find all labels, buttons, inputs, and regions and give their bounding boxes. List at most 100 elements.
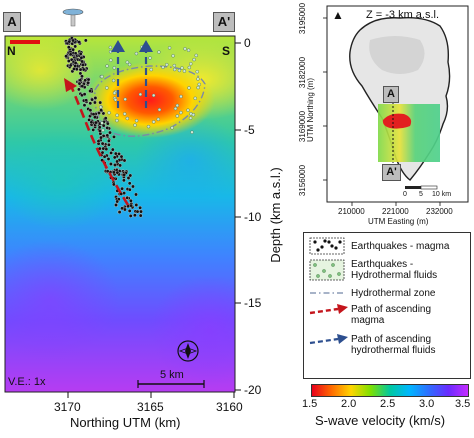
earthquake-magma-point <box>105 169 110 174</box>
earthquake-hydrothermal-point <box>172 67 177 72</box>
earthquake-magma-point <box>109 162 113 166</box>
earthquake-hydrothermal-point <box>98 105 103 109</box>
earthquake-magma-point <box>112 135 116 139</box>
earthquake-magma-point <box>100 150 105 155</box>
earthquake-hydrothermal-point <box>151 93 156 98</box>
colorbar-tick-3-5: 3.5 <box>455 398 471 410</box>
inset-y-axis-title: UTM Northing (m) <box>306 78 315 143</box>
earthquake-magma-point <box>71 47 75 52</box>
legend-label-hydro-path: Path of ascending hydrothermal fluids <box>351 334 436 356</box>
earthquake-magma-point <box>66 59 71 63</box>
earthquake-magma-point <box>111 182 116 187</box>
earthquake-hydrothermal-point <box>100 121 104 125</box>
legend-blue-dashed-arrow <box>309 334 348 345</box>
earthquake-magma-point <box>80 74 84 79</box>
earthquake-magma-point <box>113 163 117 167</box>
earthquake-magma-point <box>122 158 127 163</box>
earthquake-hydrothermal-point <box>180 66 184 70</box>
earthquake-magma-point <box>91 128 96 132</box>
earthquakes-magma <box>64 36 143 218</box>
scale-bar-label: 5 km <box>160 369 184 381</box>
inset-point-a: A <box>383 86 399 103</box>
earthquake-magma-point <box>127 187 132 192</box>
earthquake-magma-point <box>135 209 140 214</box>
legend-icons <box>309 237 348 345</box>
inset-x-tick-2: 232000 <box>426 207 453 216</box>
northing-axis-title: Northing UTM (km) <box>70 415 181 430</box>
earthquake-magma-point <box>104 147 109 151</box>
inset-map-panel <box>300 0 474 228</box>
earthquake-magma-point <box>88 89 92 93</box>
earthquake-hydrothermal-point <box>197 82 201 87</box>
earthquake-hydrothermal-point <box>196 77 200 81</box>
earthquake-magma-point <box>64 54 68 59</box>
earthquake-hydrothermal-point <box>108 45 113 50</box>
volcano-plume-icon <box>62 8 84 27</box>
earthquake-magma-point <box>98 129 102 133</box>
earthquake-magma-point <box>120 186 124 191</box>
legend-black-dot-swatch <box>309 237 345 255</box>
earthquake-hydrothermal-point <box>171 54 175 58</box>
northing-tick-3160: 3160 <box>216 400 243 414</box>
earthquake-magma-point <box>77 40 82 44</box>
earthquake-hydrothermal-point <box>123 97 127 102</box>
earthquake-magma-point <box>108 130 112 135</box>
earthquake-hydrothermal-point <box>107 111 111 115</box>
northing-axis-ticks <box>67 392 235 398</box>
earthquake-hydrothermal-point <box>122 112 127 116</box>
earthquake-magma-point <box>88 101 93 106</box>
earthquake-hydrothermal-point <box>125 60 130 64</box>
earthquake-magma-point <box>96 139 101 144</box>
earthquake-hydrothermal-point <box>157 107 162 112</box>
earthquake-magma-point <box>98 100 103 105</box>
earthquake-hydrothermal-point <box>113 98 118 102</box>
inset-north-arrow-icon: ▲ <box>332 8 344 22</box>
earthquake-hydrothermal-point <box>156 117 161 122</box>
earthquake-magma-point <box>82 92 87 97</box>
earthquake-magma-point <box>138 213 143 218</box>
legend-label-magma-quakes: Earthquakes - magma <box>351 241 450 252</box>
earthquake-hydrothermal-point <box>175 103 180 108</box>
earthquake-hydrothermal-point <box>196 85 200 90</box>
earthquake-hydrothermal-point <box>186 48 191 52</box>
earthquake-magma-point <box>81 67 86 72</box>
earthquake-magma-point <box>93 100 97 105</box>
legend-red-dashed-arrow <box>309 304 348 315</box>
earthquake-magma-point <box>101 111 106 116</box>
earthquake-hydrothermal-point <box>105 64 109 68</box>
depth-tick-5: -5 <box>244 123 255 137</box>
colorbar-title: S-wave velocity (km/s) <box>315 413 446 428</box>
inset-depth-label: Z = -3 km a.s.l. <box>366 9 440 21</box>
depth-tick-15: -15 <box>244 296 262 310</box>
earthquake-magma-point <box>138 205 142 210</box>
legend: Earthquakes - magma Earthquakes - Hydrot… <box>303 232 471 379</box>
direction-south-label: S <box>222 44 231 58</box>
earthquake-hydrothermal-point <box>115 118 119 123</box>
section-corner-a: A <box>3 12 21 32</box>
earthquake-magma-point <box>79 55 84 60</box>
earthquake-magma-point <box>118 163 122 168</box>
inset-point-a-prime-label: A' <box>386 166 397 178</box>
legend-label-magma-path: Path of ascending magma <box>351 304 432 326</box>
depth-tick-0: 0 <box>244 36 251 50</box>
earthquake-hydrothermal-point <box>115 113 119 118</box>
colorbar-tick-2-0: 2.0 <box>341 398 357 410</box>
earthquake-magma-point <box>78 51 83 56</box>
earthquake-hydrothermal-point <box>167 46 172 50</box>
earthquake-magma-point <box>90 97 94 102</box>
scale-bar <box>137 380 205 388</box>
earthquake-hydrothermal-point <box>109 58 113 62</box>
earthquake-magma-point <box>106 157 111 161</box>
earthquake-hydrothermal-point <box>112 66 117 70</box>
earthquake-magma-point <box>112 155 117 160</box>
earthquake-magma-point <box>91 112 96 117</box>
earthquake-hydrothermal-point <box>157 50 161 54</box>
earthquake-magma-point <box>131 184 135 189</box>
earthquake-hydrothermal-point <box>101 128 105 133</box>
earthquake-hydrothermal-point <box>179 94 183 99</box>
earthquake-magma-point <box>68 63 73 68</box>
earthquake-magma-point <box>80 84 85 89</box>
earthquake-magma-point <box>122 178 126 183</box>
earthquake-magma-point <box>112 170 116 175</box>
earthquake-hydrothermal-point <box>165 62 169 67</box>
